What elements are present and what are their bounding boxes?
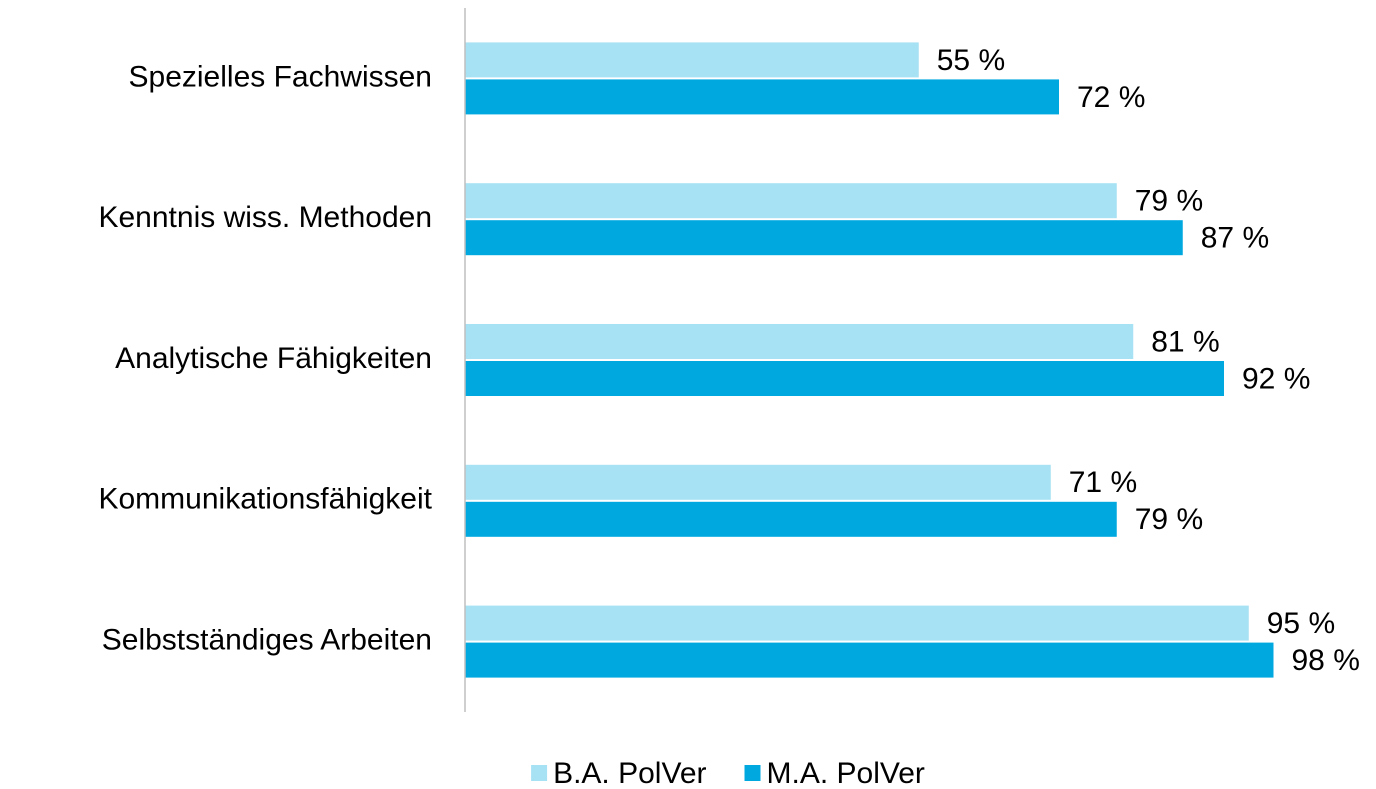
data-label: 79 % <box>1135 503 1203 536</box>
y-tick-label: Spezielles Fachwissen <box>129 60 432 93</box>
data-label: 92 % <box>1242 362 1310 395</box>
data-label: 72 % <box>1077 81 1145 114</box>
bar <box>465 79 1059 115</box>
y-tick-label: Kenntnis wiss. Methoden <box>98 201 432 234</box>
data-label: 71 % <box>1069 466 1137 499</box>
bar <box>465 464 1051 500</box>
data-label: 55 % <box>937 44 1005 77</box>
data-label: 87 % <box>1201 222 1269 255</box>
data-label: 81 % <box>1151 325 1219 358</box>
data-label: 95 % <box>1267 607 1335 640</box>
data-label: 79 % <box>1135 185 1203 218</box>
legend-label: B.A. PolVer <box>553 757 706 789</box>
bar <box>465 642 1274 678</box>
legend-swatch <box>744 765 761 781</box>
bar <box>465 42 919 78</box>
bar <box>465 501 1117 537</box>
y-tick-label: Analytische Fähigkeiten <box>115 342 432 375</box>
bar <box>465 183 1117 219</box>
bar <box>465 361 1224 396</box>
bar <box>465 324 1134 359</box>
legend-label: M.A. PolVer <box>767 757 925 789</box>
y-tick-label: Kommunikationsfähigkeit <box>98 483 432 516</box>
data-label: 98 % <box>1292 644 1360 677</box>
legend-swatch <box>531 765 548 781</box>
y-tick-label: Selbstständiges Arbeiten <box>102 624 432 657</box>
bar <box>465 605 1249 641</box>
bar <box>465 220 1183 256</box>
